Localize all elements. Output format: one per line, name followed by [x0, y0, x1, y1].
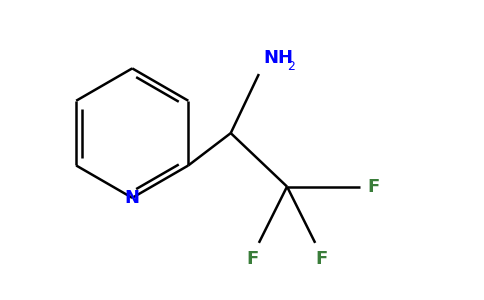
Text: F: F: [367, 178, 379, 196]
Text: NH: NH: [263, 49, 293, 67]
Text: F: F: [246, 250, 258, 268]
Text: F: F: [316, 250, 328, 268]
Text: N: N: [125, 189, 140, 207]
Text: 2: 2: [287, 60, 295, 73]
